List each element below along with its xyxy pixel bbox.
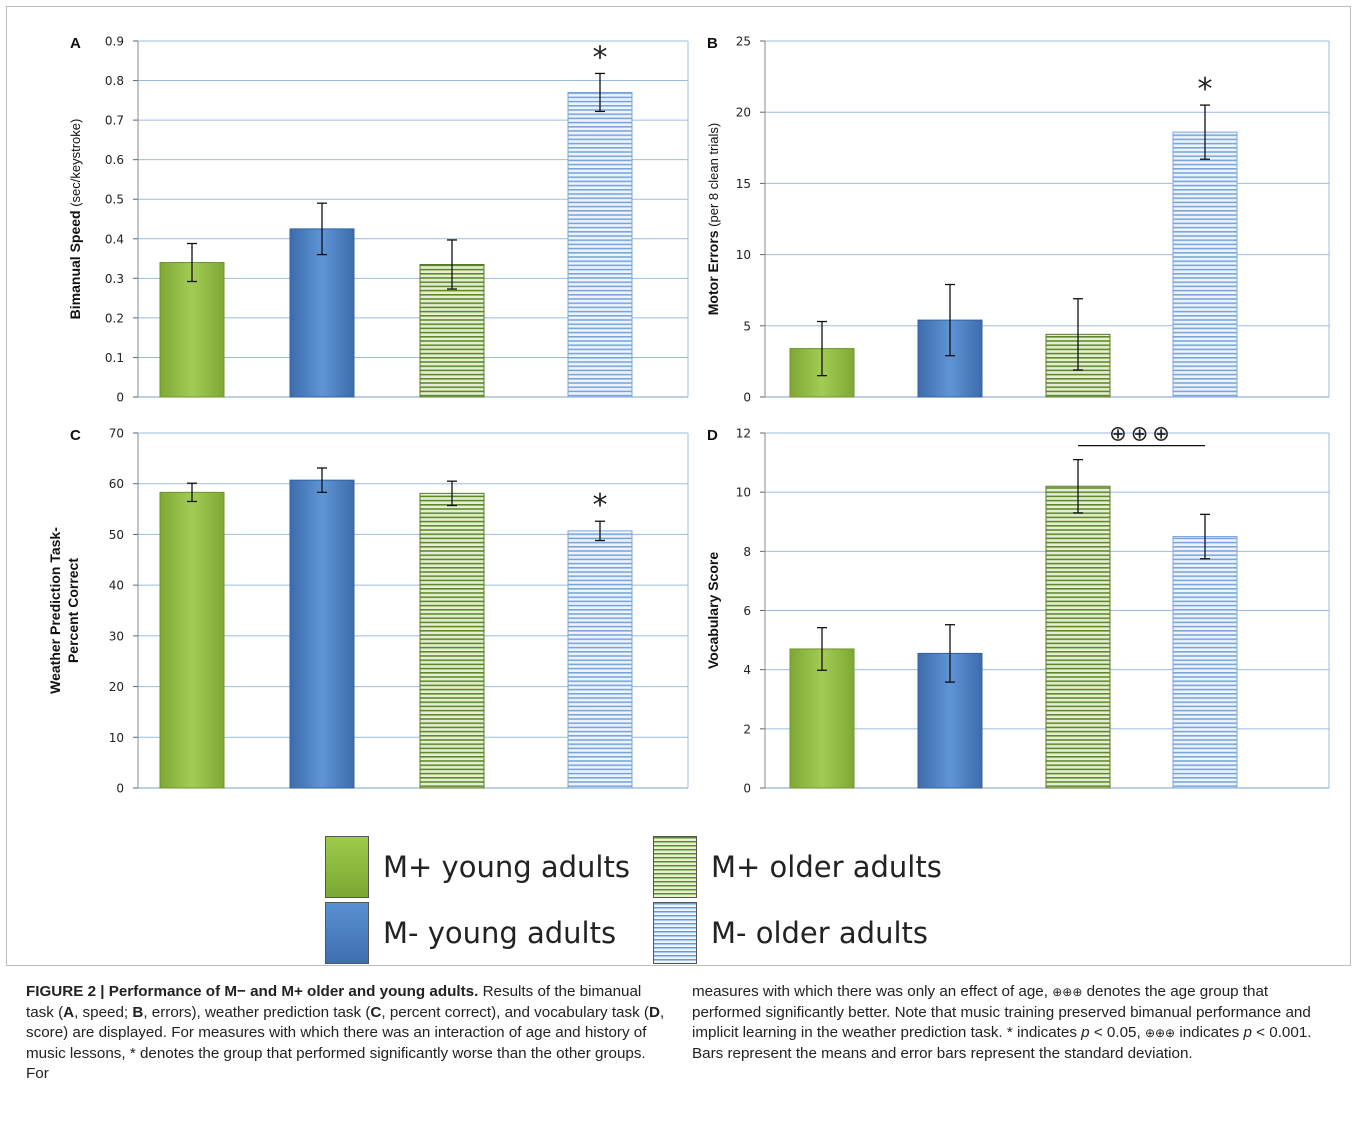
- chart-panel-b: B 0 5 10 15 20 25 Motor Errors (per 8 clean tri…: [705, 35, 1330, 405]
- bar: [567, 91, 633, 398]
- legend-item-m-plus-older: M+ older adults: [653, 836, 942, 898]
- caption-text: indicates: [1175, 1024, 1244, 1041]
- legend-label: M+ older adults: [711, 850, 942, 884]
- bar: [789, 648, 855, 789]
- tick-label: 0.7: [105, 114, 124, 128]
- significance-marker: *: [593, 488, 608, 523]
- bar: [1045, 485, 1111, 789]
- caption-p-value: p: [1243, 1024, 1252, 1041]
- caption-title: FIGURE 2 | Performance of M− and M+ olde…: [26, 983, 479, 1000]
- y-axis-label: Vocabulary Score: [705, 552, 721, 669]
- legend-item-m-plus-young: M+ young adults: [325, 836, 630, 898]
- caption-text: , percent correct), and vocabulary task …: [381, 1003, 649, 1021]
- legend-item-m-minus-young: M- young adults: [325, 902, 616, 964]
- chart-panel-d: D 0 2 4 6 8 10 12 Vocabulary Score ⊕⊕⊕: [705, 422, 1330, 796]
- tick-label: 0.9: [105, 35, 124, 49]
- caption-panel-ref: D: [648, 1003, 660, 1021]
- legend-swatch-blue: [325, 902, 369, 964]
- tick-label: 0.8: [105, 74, 124, 88]
- tick-label: 0: [116, 391, 124, 405]
- tick-label: 12: [736, 427, 751, 441]
- chart-panel-c: C 0 10 20 30 40 50 60 70 Weather Prediction Task-…: [47, 427, 689, 796]
- caption-text: < 0.05,: [1089, 1024, 1145, 1041]
- tick-label: 15: [736, 177, 751, 191]
- bar: [1172, 131, 1238, 398]
- caption-right-column: measures with which there was only an ef…: [692, 982, 1332, 1064]
- caption-text: , score) are displayed. For measures wit…: [26, 1003, 665, 1083]
- tick-label: 8: [743, 545, 751, 559]
- y-axis-label: Bimanual Speed (sec/keystroke): [67, 119, 83, 320]
- legend-label: M- young adults: [383, 916, 617, 950]
- caption-text: , speed;: [74, 1003, 133, 1021]
- significance-marker: *: [1198, 72, 1213, 107]
- caption-symbol: ⊕⊕⊕: [1144, 1026, 1176, 1040]
- y-axis-label: Motor Errors (per 8 clean trials): [705, 123, 721, 315]
- tick-label: 25: [736, 35, 751, 49]
- caption-p-value: p: [1081, 1024, 1090, 1041]
- caption-text: Results of the bimanual task (: [26, 983, 642, 1021]
- caption-text: denotes the age group that performed sig…: [692, 983, 1311, 1041]
- charts-area: A 0 0.1 0.2 0.3 0.4 0.5 0.6 0.7 0.8 0.9 Bimanual Sp…: [47, 35, 1330, 796]
- tick-label: 10: [736, 248, 751, 262]
- significance-marker: ⊕⊕⊕: [1109, 422, 1174, 446]
- caption-text: , errors), weather prediction task (: [143, 1003, 371, 1021]
- tick-label: 50: [109, 528, 124, 542]
- significance-marker: *: [593, 40, 608, 75]
- y-axis-label: Weather Prediction Task-: [47, 527, 63, 694]
- legend-swatch-green-striped: [653, 836, 697, 898]
- legend-item-m-minus-older: M- older adults: [653, 902, 928, 964]
- tick-label: 0.3: [105, 272, 124, 286]
- tick-label: 0.2: [105, 311, 124, 325]
- tick-label: 4: [743, 663, 751, 677]
- tick-label: 0: [743, 782, 751, 796]
- panel-letter: A: [70, 35, 81, 52]
- legend-swatch-blue-striped: [653, 902, 697, 964]
- tick-label: 0: [743, 391, 751, 405]
- y-axis-label: Percent Correct: [65, 558, 81, 663]
- caption-symbol: ⊕⊕⊕: [1052, 985, 1083, 999]
- caption-left-column: FIGURE 2 | Performance of M− and M+ olde…: [26, 982, 666, 1085]
- caption-text: measures with which there was only an ef…: [692, 983, 1053, 1000]
- panel-letter: C: [70, 427, 81, 444]
- figure-frame: [6, 6, 1351, 966]
- caption-panel-ref: A: [63, 1003, 75, 1021]
- tick-label: 2: [743, 722, 751, 736]
- chart-legend: M+ young adults M- young adults M+ older…: [325, 836, 1025, 970]
- tick-label: 6: [743, 604, 751, 618]
- tick-label: 5: [743, 319, 751, 333]
- tick-label: 40: [109, 579, 124, 593]
- tick-label: 10: [109, 731, 124, 745]
- tick-label: 0.6: [105, 153, 124, 167]
- legend-swatch-green: [325, 836, 369, 898]
- tick-label: 10: [736, 486, 751, 500]
- bar: [419, 492, 485, 789]
- bar: [159, 262, 225, 398]
- caption-text: < 0.001. Bars represent the means and er…: [692, 1024, 1312, 1062]
- chart-panel-a: A 0 0.1 0.2 0.3 0.4 0.5 0.6 0.7 0.8 0.9 Bimanual Sp…: [67, 35, 689, 405]
- tick-label: 20: [736, 106, 751, 120]
- caption-panel-ref: B: [132, 1003, 144, 1021]
- tick-label: 0.4: [105, 232, 124, 246]
- caption-panel-ref: C: [370, 1003, 382, 1021]
- tick-label: 0.5: [105, 193, 124, 207]
- tick-label: 20: [109, 680, 124, 694]
- bar: [1172, 536, 1238, 789]
- tick-label: 30: [109, 629, 124, 643]
- legend-label: M+ young adults: [383, 850, 630, 884]
- panel-letter: D: [707, 427, 718, 444]
- bar: [159, 491, 225, 789]
- bar: [289, 228, 355, 398]
- bar: [567, 530, 633, 789]
- bar: [289, 479, 355, 789]
- tick-label: 0.1: [105, 351, 124, 365]
- tick-label: 70: [109, 427, 124, 441]
- tick-label: 0: [116, 782, 124, 796]
- tick-label: 60: [109, 477, 124, 491]
- panel-letter: B: [707, 35, 718, 52]
- legend-label: M- older adults: [711, 916, 928, 950]
